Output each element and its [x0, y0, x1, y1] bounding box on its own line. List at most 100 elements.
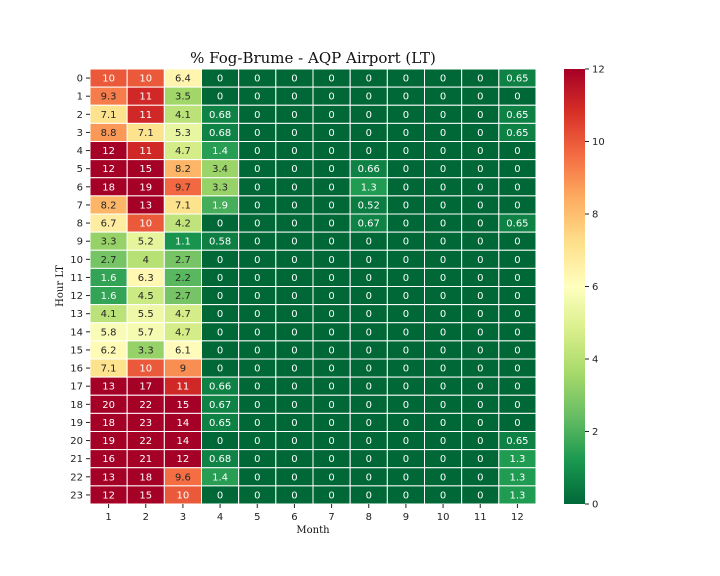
cell-value-label: 0	[440, 146, 446, 157]
cell-value-label: 0	[254, 200, 260, 211]
cell-value-label: 0	[217, 92, 223, 103]
cell-value-label: 0	[440, 273, 446, 284]
colorbar: 0 2 4 6 8 10 12	[564, 65, 605, 511]
cell-value-label: 0	[403, 345, 409, 356]
cell-value-label: 0	[328, 128, 334, 139]
cell-value-label: 0	[328, 291, 334, 302]
cell-value-label: 0	[440, 490, 446, 501]
cell-value-label: 0	[217, 219, 223, 230]
x-tick-label: 3	[180, 512, 186, 523]
cell-value-label: 0	[440, 92, 446, 103]
cell-value-label: 0	[291, 255, 297, 266]
cell-value-label: 5.3	[175, 128, 191, 139]
cell-value-label: 0	[514, 273, 520, 284]
cell-value-label: 1.6	[101, 273, 117, 284]
cell-value-label: 0	[366, 400, 372, 411]
cell-value-label: 0	[477, 219, 483, 230]
cell-value-label: 3.3	[101, 237, 117, 248]
cell-value-label: 0	[366, 291, 372, 302]
cell-value-label: 3.3	[138, 345, 154, 356]
cell-value-label: 0	[254, 472, 260, 483]
cell-value-label: 0	[291, 146, 297, 157]
y-tick-label: 15	[70, 345, 83, 356]
cell-value-label: 4.2	[175, 219, 191, 230]
cell-value-label: 11	[139, 110, 152, 121]
y-tick-label: 11	[70, 273, 83, 284]
x-tick-label: 12	[511, 512, 524, 523]
cell-value-label: 0	[291, 291, 297, 302]
cell-value-label: 7.1	[138, 128, 154, 139]
cell-value-label: 0	[254, 291, 260, 302]
cell-value-label: 0	[328, 400, 334, 411]
colorbar-tick-label: 2	[592, 427, 598, 438]
cell-value-label: 12	[102, 164, 115, 175]
cell-value-label: 0	[366, 418, 372, 429]
cell-value-label: 1.4	[212, 472, 228, 483]
cell-value-label: 0	[254, 309, 260, 320]
cell-value-label: 0	[328, 92, 334, 103]
y-tick-label: 3	[77, 128, 83, 139]
cell-value-label: 0.67	[209, 400, 231, 411]
cell-value-label: 0	[328, 418, 334, 429]
cell-value-label: 0	[328, 273, 334, 284]
cell-value-label: 0	[403, 255, 409, 266]
cell-value-label: 13	[139, 200, 152, 211]
cell-value-label: 0	[254, 110, 260, 121]
cell-value-label: 0	[291, 400, 297, 411]
cell-value-label: 1.3	[509, 490, 525, 501]
y-tick-label: 17	[70, 382, 83, 393]
cell-value-label: 0	[403, 273, 409, 284]
cell-value-label: 2.7	[101, 255, 117, 266]
cell-value-label: 0.65	[506, 128, 528, 139]
cell-value-label: 0	[440, 237, 446, 248]
cell-value-label: 0.65	[506, 110, 528, 121]
cell-value-label: 0	[403, 146, 409, 157]
cell-value-label: 0	[403, 74, 409, 85]
cell-value-label: 0	[328, 200, 334, 211]
cell-value-label: 6.1	[175, 345, 191, 356]
cell-value-label: 0	[440, 436, 446, 447]
x-tick-label: 8	[366, 512, 372, 523]
cell-value-label: 0	[440, 200, 446, 211]
cell-value-label: 7.1	[175, 200, 191, 211]
y-tick-label: 21	[70, 454, 83, 465]
cell-value-label: 2.2	[175, 273, 191, 284]
cell-value-label: 0	[328, 237, 334, 248]
cell-value-label: 0	[291, 92, 297, 103]
cell-value-label: 10	[139, 74, 152, 85]
cell-value-label: 0	[328, 472, 334, 483]
cell-value-label: 0	[328, 364, 334, 375]
cell-value-label: 0	[291, 327, 297, 338]
cell-value-label: 4.7	[175, 327, 191, 338]
cell-value-label: 0	[291, 472, 297, 483]
cell-value-label: 0	[403, 490, 409, 501]
cell-value-label: 4.1	[101, 309, 117, 320]
cell-value-label: 0	[254, 382, 260, 393]
cell-value-label: 0	[254, 164, 260, 175]
cell-value-label: 4.1	[175, 110, 191, 121]
cell-value-label: 0	[217, 255, 223, 266]
x-tick-label: 9	[403, 512, 409, 523]
cell-value-label: 0	[366, 364, 372, 375]
colorbar-tick-label: 10	[592, 137, 605, 148]
cell-value-label: 4.7	[175, 309, 191, 320]
cell-value-label: 1.3	[361, 182, 377, 193]
cell-value-label: 18	[102, 418, 115, 429]
cell-value-label: 0	[403, 382, 409, 393]
cell-value-label: 0	[514, 345, 520, 356]
cell-value-label: 1.6	[101, 291, 117, 302]
cell-value-label: 0	[514, 92, 520, 103]
cell-value-label: 0	[217, 273, 223, 284]
cell-value-label: 0	[254, 490, 260, 501]
cell-value-label: 0	[440, 219, 446, 230]
cell-value-label: 0	[403, 237, 409, 248]
cell-value-label: 0	[291, 309, 297, 320]
cell-value-label: 10	[177, 490, 190, 501]
y-tick-label: 20	[70, 436, 83, 447]
cell-value-label: 12	[102, 146, 115, 157]
cell-value-label: 0	[440, 472, 446, 483]
cell-value-label: 0	[366, 436, 372, 447]
cell-value-label: 15	[139, 164, 152, 175]
cell-value-label: 21	[139, 454, 152, 465]
cell-value-label: 0	[254, 182, 260, 193]
